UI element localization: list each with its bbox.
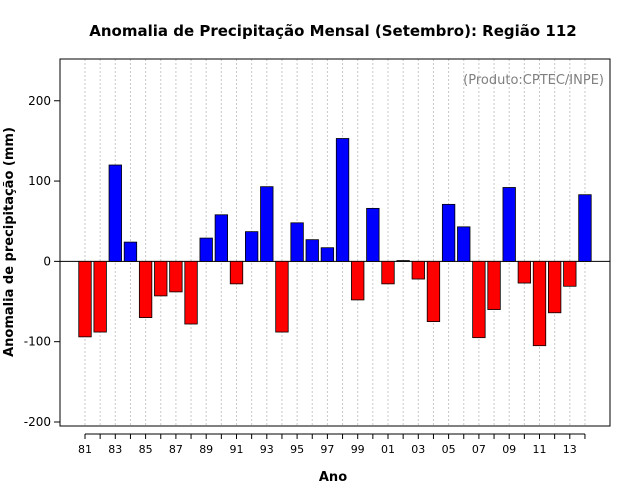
y-tick-label: 200 bbox=[28, 94, 51, 108]
bar-87 bbox=[169, 260, 183, 293]
bar-08 bbox=[487, 260, 501, 310]
x-tick-label: 87 bbox=[169, 443, 183, 456]
bar-02 bbox=[396, 260, 410, 262]
bar-94 bbox=[275, 260, 289, 333]
bar-88 bbox=[184, 260, 198, 325]
x-tick-label: 85 bbox=[139, 443, 153, 456]
bar-84 bbox=[123, 241, 138, 262]
bar-92 bbox=[244, 231, 259, 262]
bar-12 bbox=[548, 260, 562, 314]
bar-97 bbox=[320, 247, 335, 262]
x-tick-label: 97 bbox=[320, 443, 334, 456]
x-tick-label: 93 bbox=[260, 443, 274, 456]
x-axis: 81 83 85 87 89 91 93 95 97 99 01 03 05 07 09 11 13 bbox=[78, 433, 586, 456]
bar-81 bbox=[78, 260, 92, 338]
bar-93 bbox=[260, 186, 274, 262]
bar-11 bbox=[532, 260, 547, 347]
x-tick-label: 83 bbox=[108, 443, 122, 456]
x-tick-label: 81 bbox=[78, 443, 92, 456]
bar-90 bbox=[214, 214, 229, 262]
y-tick-label: -100 bbox=[24, 335, 51, 349]
x-tick-label: 05 bbox=[442, 443, 456, 456]
y-axis: -200 -100 0 100 200 bbox=[24, 94, 60, 429]
bar-09 bbox=[502, 187, 516, 262]
x-tick-label: 13 bbox=[563, 443, 577, 456]
bar-05 bbox=[441, 203, 456, 262]
bar-98 bbox=[335, 138, 350, 262]
bar-86 bbox=[154, 260, 168, 297]
x-tick-label: 89 bbox=[199, 443, 213, 456]
bar-04 bbox=[426, 260, 441, 323]
bar-85 bbox=[138, 260, 153, 318]
bar-99 bbox=[351, 260, 365, 301]
y-tick-label: -200 bbox=[24, 415, 51, 429]
x-tick-label: 09 bbox=[502, 443, 516, 456]
bar-13 bbox=[563, 260, 577, 287]
bar-06 bbox=[457, 226, 471, 262]
bar-95 bbox=[290, 222, 304, 262]
bar-07 bbox=[472, 260, 486, 339]
bars bbox=[78, 138, 592, 347]
y-tick-label: 0 bbox=[43, 254, 51, 268]
x-tick-label: 99 bbox=[351, 443, 365, 456]
bar-96 bbox=[305, 239, 319, 262]
x-tick-label: 07 bbox=[472, 443, 486, 456]
x-tick-label: 95 bbox=[290, 443, 304, 456]
plot-frame bbox=[59, 58, 611, 427]
y-axis-label: Anomalia de precipitação (mm) bbox=[2, 127, 17, 357]
bar-03 bbox=[411, 260, 425, 280]
x-tick-label: 91 bbox=[230, 443, 244, 456]
bar-82 bbox=[93, 260, 107, 333]
bar-01 bbox=[381, 260, 395, 285]
chart-title: Anomalia de Precipitação Mensal (Setembr… bbox=[89, 22, 577, 40]
bar-10 bbox=[517, 260, 531, 284]
bar-83 bbox=[108, 164, 122, 262]
x-tick-label: 11 bbox=[533, 443, 547, 456]
x-tick-label: 03 bbox=[411, 443, 425, 456]
bar-00 bbox=[366, 207, 380, 262]
y-tick-label: 100 bbox=[28, 174, 51, 188]
x-tick-label: 01 bbox=[381, 443, 395, 456]
source-annotation: (Produto:CPTEC/INPE) bbox=[463, 73, 604, 88]
bar-89 bbox=[199, 237, 213, 262]
x-axis-label: Ano bbox=[319, 470, 347, 485]
bar-91 bbox=[229, 260, 244, 285]
vertical-gridlines bbox=[84, 59, 586, 426]
bar-14 bbox=[578, 194, 592, 262]
